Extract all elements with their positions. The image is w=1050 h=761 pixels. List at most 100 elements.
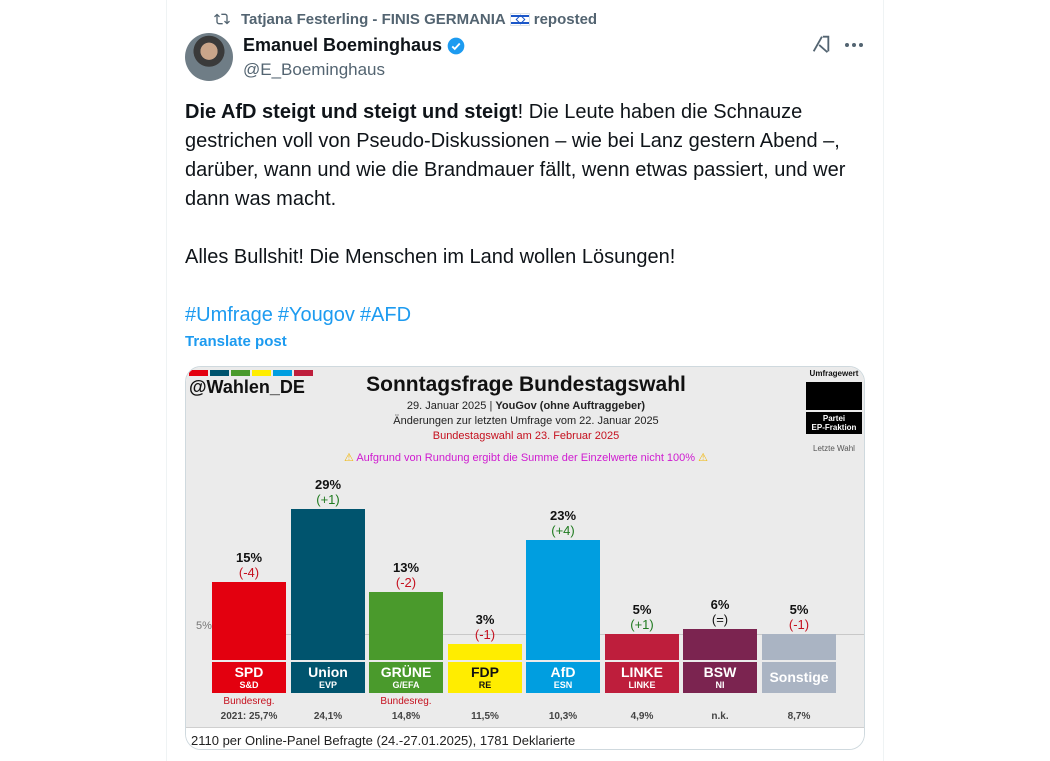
threshold-label: 5% <box>196 620 212 632</box>
party-name: GRÜNE <box>380 664 432 680</box>
party-name: LINKE <box>621 664 663 680</box>
warning-icon: ⚠ <box>343 452 354 464</box>
party-label-fdp: FDP RE <box>448 662 522 693</box>
hashtag-yougov[interactable]: #Yougov <box>277 304 355 326</box>
chart-date: 29. Januar 2025 <box>406 400 487 412</box>
chart-footer: 2110 per Online-Panel Befragte (24.-27.0… <box>186 727 864 749</box>
last-election-spd: 2021: 25,7% <box>220 711 278 722</box>
party-name: SPD <box>234 664 264 680</box>
brand-bar-crimson <box>294 370 313 376</box>
value-label-sonstige: 5% <box>789 602 809 617</box>
post-text: Die AfD steigt und steigt und steigt! Di… <box>185 98 875 359</box>
change-label-afd: (+4) <box>551 523 575 539</box>
chart-election-note: Bundestagswahl am 23. Februar 2025 <box>432 430 620 442</box>
chart-warning-line: ⚠ Aufgrund von Rundung ergibt die Summe … <box>186 451 864 464</box>
value-label-gr-ne: 13% <box>392 560 420 576</box>
party-label-afd: AfD ESN <box>526 662 600 693</box>
avatar[interactable] <box>185 33 233 81</box>
legend-party-swatch: Partei EP-Fraktion <box>806 412 862 434</box>
ep-group: NI <box>715 680 725 690</box>
brand-bar-red <box>189 370 208 376</box>
change-label-linke: (+1) <box>630 617 654 632</box>
value-label-afd: 23% <box>549 508 577 524</box>
last-election-afd: 10,3% <box>548 711 578 722</box>
ep-group: EVP <box>318 680 337 690</box>
chart-title: Sonntagsfrage Bundestagswahl <box>366 373 686 396</box>
bar-spd <box>212 582 286 660</box>
change-label-spd: (-4) <box>238 565 260 580</box>
bar-sonstige <box>762 634 836 660</box>
party-label-sonstige: Sonstige <box>762 662 836 693</box>
change-label-bsw: (=) <box>711 611 729 627</box>
last-election-union: 24,1% <box>313 711 343 722</box>
gov-note-spd: Bundesreg. <box>223 696 275 707</box>
chart-change-note: Änderungen zur letzten Umfrage vom 22. J… <box>393 415 659 427</box>
party-label-linke: LINKE LINKE <box>605 662 679 693</box>
verified-badge-icon <box>447 37 465 54</box>
party-label-bsw: BSW NI <box>683 662 757 693</box>
party-name: Union <box>308 664 348 680</box>
party-label-spd: SPD S&D <box>212 662 286 693</box>
party-name: AfD <box>550 664 576 680</box>
repost-user[interactable]: Tatjana Festerling - FINIS GERMANIA <box>241 10 506 28</box>
legend-value-label: Umfragewert <box>809 369 859 378</box>
ep-group: RE <box>478 680 492 690</box>
ep-group: G/EFA <box>392 680 420 690</box>
timeline-column <box>166 0 884 761</box>
change-label-sonstige: (-1) <box>788 617 810 632</box>
post-paragraph-2: Alles Bullshit! Die Menschen im Land wol… <box>185 246 676 268</box>
post-paragraph-1: Die AfD steigt und steigt und steigt! Di… <box>185 98 875 214</box>
last-election-bsw: n.k. <box>711 711 729 722</box>
israel-flag-icon <box>509 12 530 26</box>
party-name: Sonstige <box>769 669 829 685</box>
chart-pollster: YouGov (ohne Auftraggeber) <box>495 400 646 412</box>
legend-group-label: EP-Fraktion <box>811 423 857 432</box>
last-election-linke: 4,9% <box>630 711 654 722</box>
legend-party-label: Partei <box>822 414 846 423</box>
last-election-sonstige: 8,7% <box>787 711 811 722</box>
value-label-union: 29% <box>314 477 342 493</box>
chart-date-line: 29. Januar 2025 | YouGov (ohne Auftragge… <box>406 400 646 412</box>
last-election-gr-ne: 14,8% <box>391 711 421 722</box>
author-name-row[interactable]: Emanuel Boeminghaus <box>243 35 466 56</box>
value-label-spd: 15% <box>235 550 263 565</box>
hashtag-umfrage[interactable]: #Umfrage <box>185 304 273 326</box>
bar-afd <box>526 540 600 660</box>
hashtag-afd[interactable]: #AFD <box>359 304 412 326</box>
value-label-fdp: 3% <box>475 612 495 628</box>
chart-warning: Aufgrund von Rundung ergibt die Summe de… <box>356 452 696 464</box>
repost-line[interactable]: Tatjana Festerling - FINIS GERMANIA repo… <box>213 9 597 29</box>
party-label-union: Union EVP <box>291 662 365 693</box>
more-options-icon[interactable] <box>842 33 866 57</box>
bar-bsw <box>683 628 757 660</box>
party-label-gr-ne: GRÜNE G/EFA <box>369 662 443 693</box>
change-label-union: (+1) <box>316 492 340 508</box>
warning-icon: ⚠ <box>698 452 709 464</box>
author-handle[interactable]: @E_Boeminghaus <box>243 60 386 79</box>
ep-group: S&D <box>239 680 259 690</box>
legend-last-label: Letzte Wahl <box>813 444 855 453</box>
ep-group: LINKE <box>628 680 656 690</box>
legend-value-swatch <box>806 382 862 410</box>
brand-bar-cyan <box>273 370 292 376</box>
last-election-fdp: 11,5% <box>471 711 499 722</box>
brand-bar-yellow <box>252 370 271 376</box>
bar-gr-ne <box>369 592 443 660</box>
chart-brand: @Wahlen_DE <box>189 377 305 397</box>
grok-icon[interactable] <box>810 33 832 55</box>
chart-legend: Umfragewert Partei EP-Fraktion Letzte Wah… <box>806 369 862 453</box>
ep-group: ESN <box>553 680 573 690</box>
translate-post-link[interactable]: Translate post <box>185 333 287 350</box>
post-para1-rest: ! Die Leute haben die Schnauze gestriche… <box>185 101 846 210</box>
post-image[interactable]: @Wahlen_DE Sonntagsfrage Bundestagswahl … <box>185 366 865 750</box>
repost-label: reposted <box>533 10 598 28</box>
bar-union <box>291 509 365 660</box>
value-label-linke: 5% <box>632 602 652 617</box>
author-name[interactable]: Emanuel Boeminghaus <box>243 35 443 55</box>
hashtags: #Umfrage #Yougov #AFD <box>185 301 875 330</box>
repost-icon <box>214 13 230 25</box>
gov-note-gr-ne: Bundesreg. <box>380 696 432 707</box>
value-label-bsw: 6% <box>710 596 730 612</box>
brand-bar-green <box>231 370 250 376</box>
change-label-gr-ne: (-2) <box>395 575 417 591</box>
